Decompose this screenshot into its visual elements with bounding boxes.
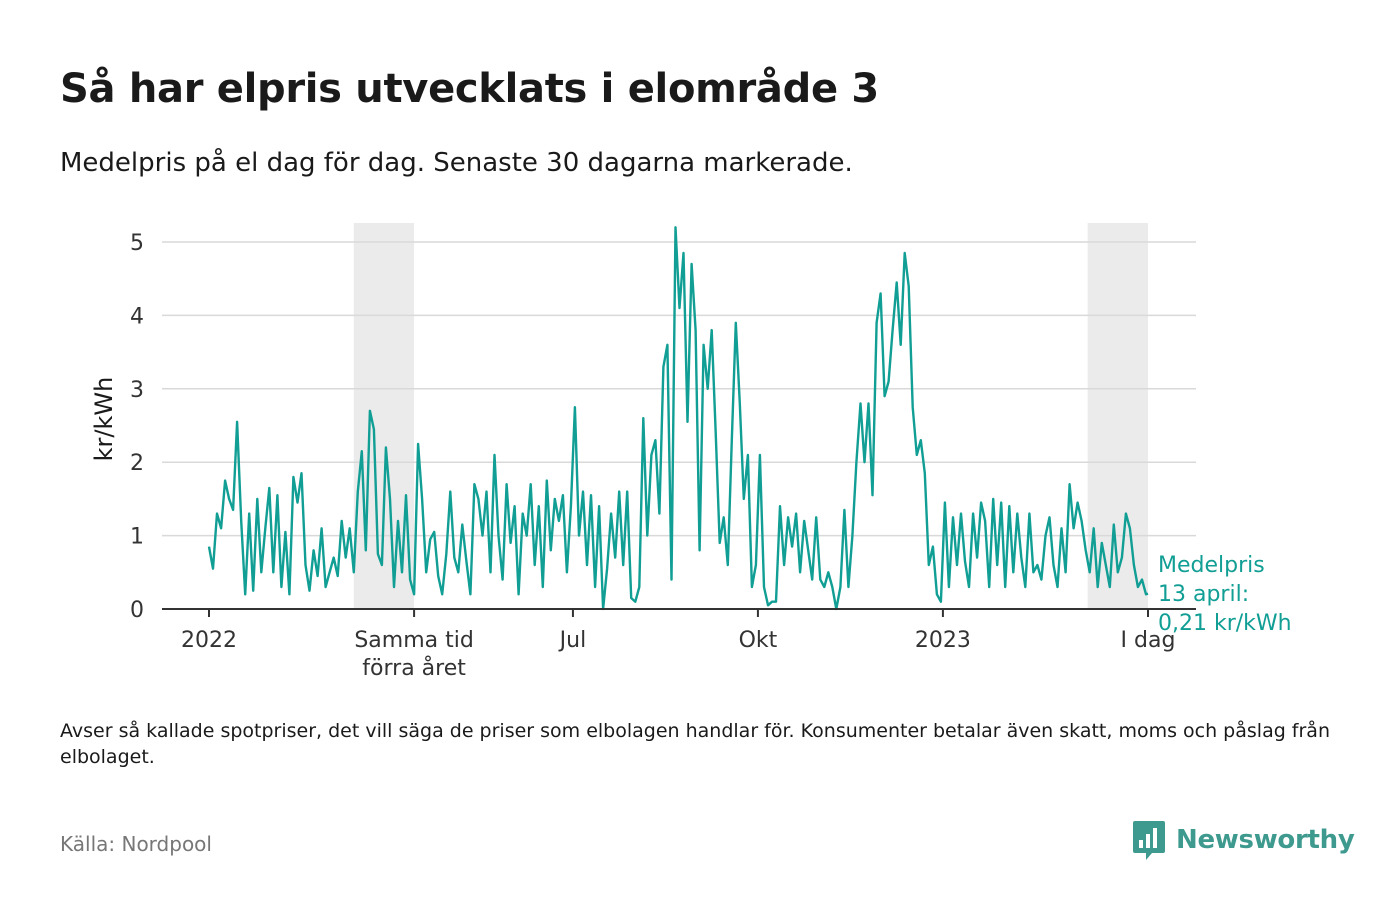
highlight-band-1 [353, 223, 415, 609]
highlight-bands [353, 223, 1148, 609]
y-axis-ticks: 0 1 2 3 4 5 [130, 231, 144, 623]
x-axis-ticks: 2022 Samma tid förra året Jul Okt 2023 I dag [181, 609, 1175, 681]
footnote: Avser så kallade spotpriser, det vill sä… [60, 720, 1330, 768]
newsworthy-logo-icon [1133, 821, 1165, 860]
line-chart: 0 1 2 3 4 5 kr/kWh 2022 Samma tid förra året Jul… [90, 223, 1292, 681]
source-label: Källa: Nordpool [60, 832, 212, 856]
y-tick-label: 2 [130, 451, 144, 476]
price-series-line [207, 226, 1149, 611]
y-axis-title: kr/kWh [90, 377, 118, 462]
series-layer [207, 226, 1149, 611]
annotation-label: Medelpris 13 april: 0,21 kr/kWh [1158, 553, 1292, 636]
newsworthy-logo-text: Newsworthy [1176, 825, 1355, 855]
y-tick-label: 5 [130, 231, 144, 256]
x-tick-label: 2022 [181, 628, 237, 653]
y-tick-label: 4 [130, 304, 144, 329]
x-tick-label: Samma tid förra året [354, 628, 474, 681]
gridlines [162, 241, 1196, 537]
y-tick-label: 0 [130, 598, 144, 623]
x-tick-label: Okt [739, 628, 778, 653]
chart-subtitle: Medelpris på el dag för dag. Senaste 30 … [60, 148, 853, 178]
x-tick-label: Jul [558, 628, 587, 653]
y-tick-label: 3 [130, 378, 144, 403]
x-tick-label: I dag [1121, 628, 1176, 653]
newsworthy-logo[interactable]: Newsworthy [1132, 818, 1355, 862]
y-tick-label: 1 [130, 525, 144, 550]
x-tick-label: 2023 [915, 628, 971, 653]
latest-price-annotation: Medelpris 13 april: 0,21 kr/kWh [1158, 553, 1292, 636]
highlight-band-2 [1087, 223, 1148, 609]
chart-title: Så har elpris utvecklats i elområde 3 [60, 66, 879, 112]
